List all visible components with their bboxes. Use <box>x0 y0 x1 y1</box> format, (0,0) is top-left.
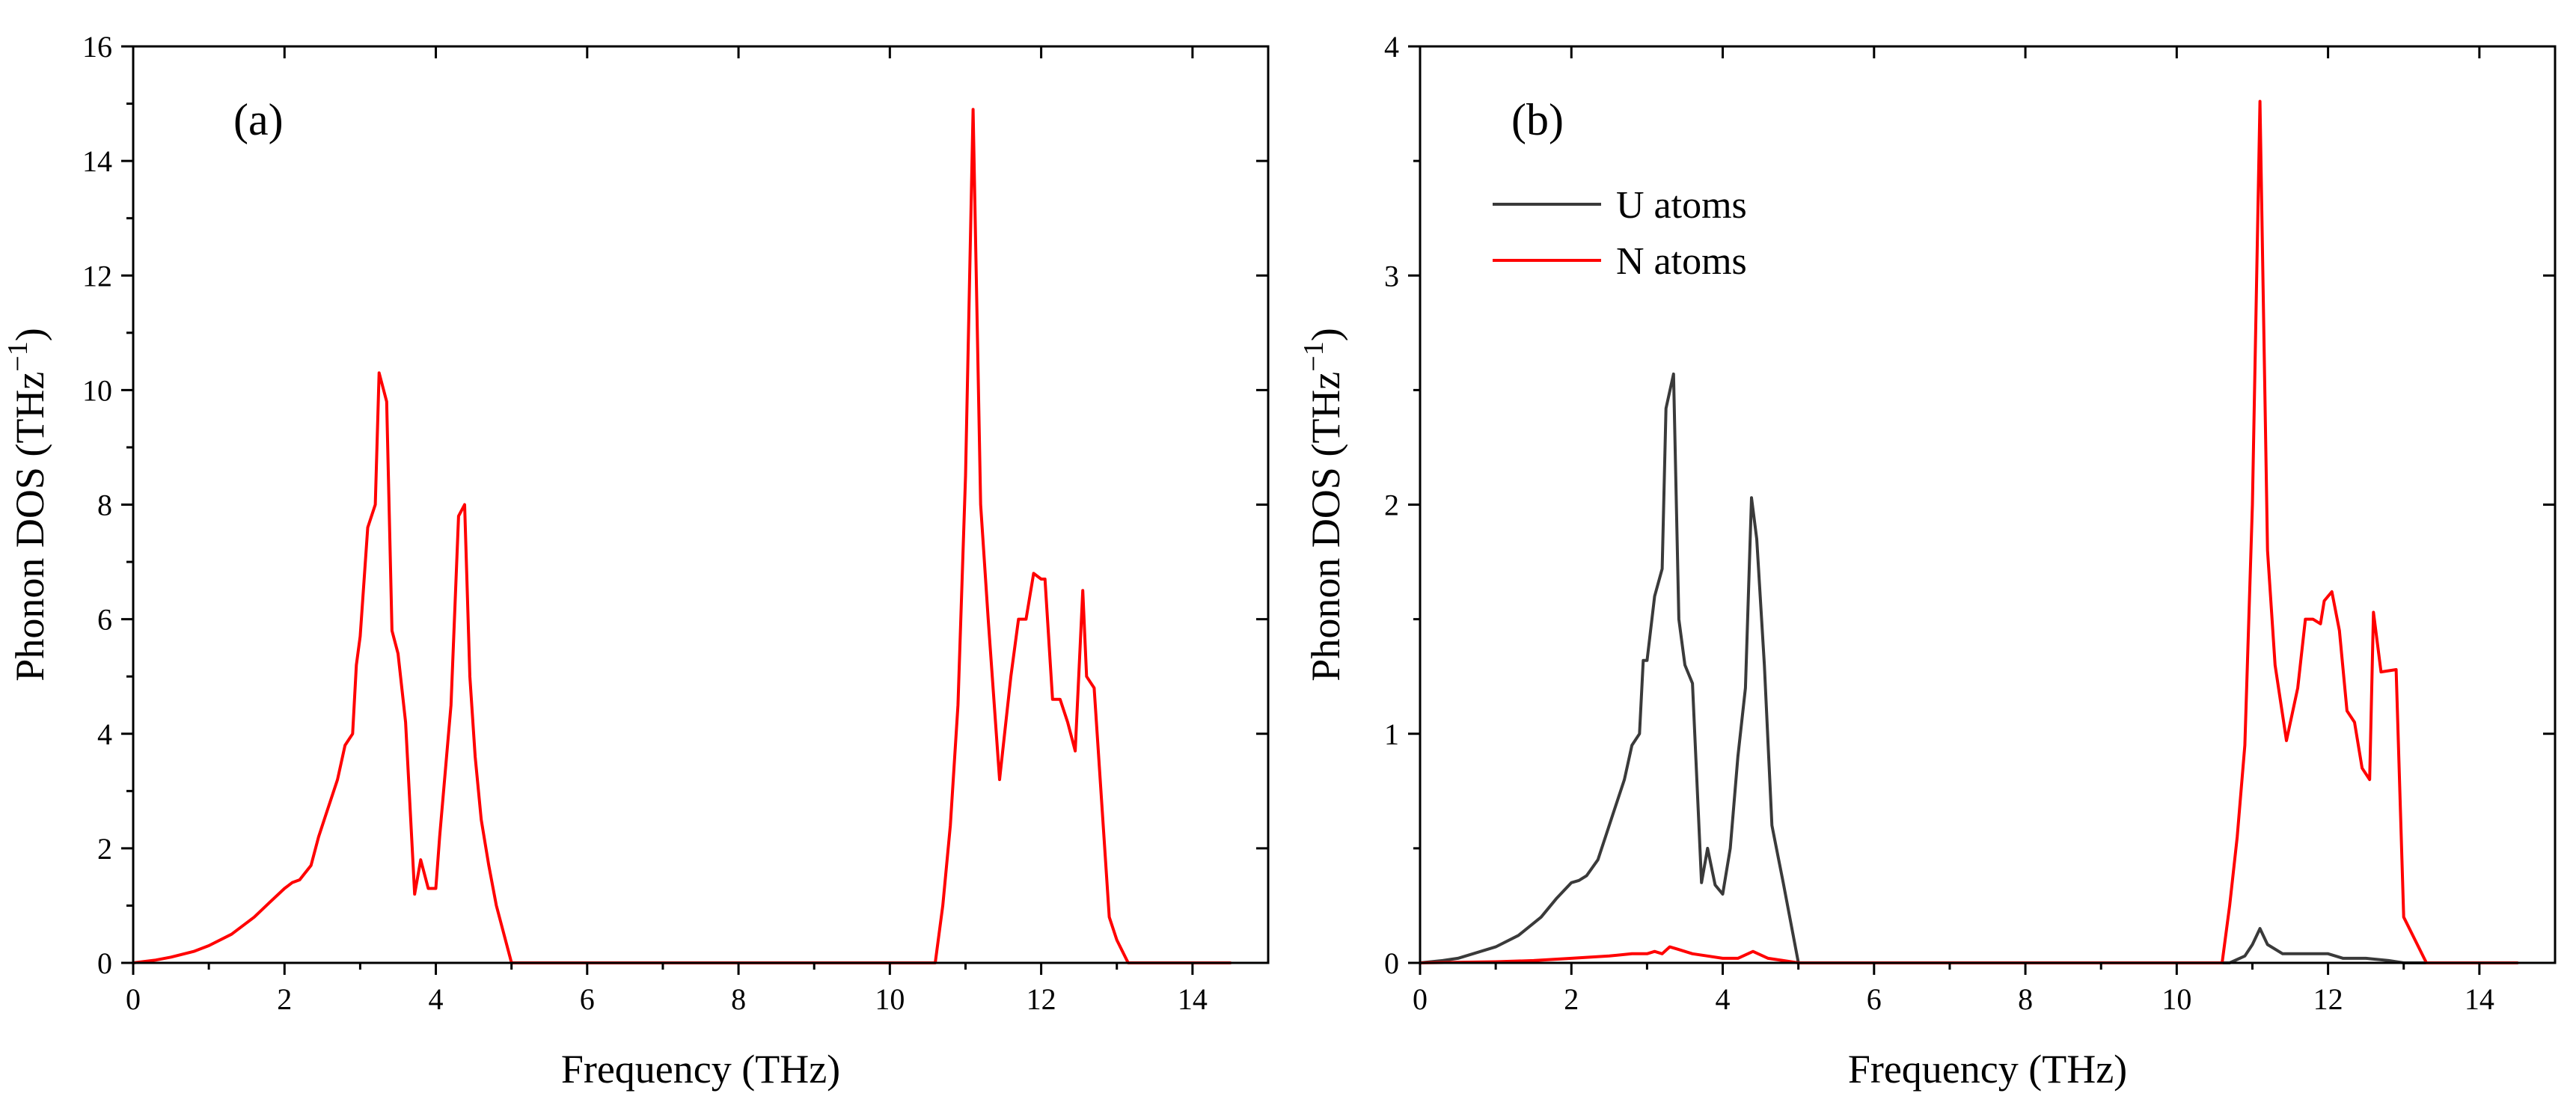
x-tick-label: 0 <box>126 982 141 1016</box>
x-tick-label: 10 <box>875 982 905 1016</box>
x-tick-label: 8 <box>731 982 746 1016</box>
y-tick-label: 12 <box>82 259 112 293</box>
x-tick-label: 12 <box>2313 982 2343 1016</box>
y-tick-label: 4 <box>1384 30 1399 64</box>
y-axis-title-superscript: −1 <box>1298 341 1330 371</box>
plot-frame <box>132 45 1270 964</box>
y-tick-label: 4 <box>97 717 112 751</box>
series-line-n-atoms <box>1419 100 2519 964</box>
y-axis-title: Phonon DOS (THz−1) <box>2 328 52 681</box>
x-tick-label: 6 <box>580 982 595 1016</box>
y-tick-label: 14 <box>82 144 112 178</box>
x-tick-label: 4 <box>429 982 444 1016</box>
panel-label: (b) <box>1511 95 1564 144</box>
x-axis-title: Frequency (THz) <box>561 1047 840 1092</box>
y-tick-label: 2 <box>1384 489 1399 522</box>
x-tick-label: 2 <box>277 982 292 1016</box>
y-axis-title-close: ) <box>1303 328 1348 341</box>
x-tick-label: 0 <box>1413 982 1428 1016</box>
y-axis-title-close: ) <box>7 328 52 341</box>
y-tick-label: 16 <box>82 30 112 64</box>
y-axis-title-superscript: −1 <box>2 341 34 371</box>
y-tick-label: 8 <box>97 489 112 522</box>
x-tick-label: 10 <box>2162 982 2191 1016</box>
y-tick-label: 1 <box>1384 717 1399 751</box>
panel-a-chart: 0 2 4 6 8 10 12 14 0 2 4 6 8 10 12 14 16 Frequency (THz) P… <box>2 30 1270 1092</box>
y-tick-label: 0 <box>97 946 112 980</box>
y-tick-label: 3 <box>1384 259 1399 293</box>
panel-label: (a) <box>233 95 284 144</box>
y-tick-label: 2 <box>97 832 112 866</box>
x-tick-label: 2 <box>1564 982 1579 1016</box>
x-tick-label: 12 <box>1027 982 1056 1016</box>
plot-frame <box>1419 45 2557 964</box>
y-axis-title-main: Phonon DOS (THz <box>1303 372 1348 682</box>
x-tick-label: 4 <box>1716 982 1731 1016</box>
x-tick-label: 14 <box>1178 982 1208 1016</box>
legend-label: N atoms <box>1616 240 1747 283</box>
y-tick-label: 6 <box>97 603 112 637</box>
y-tick-label: 0 <box>1384 946 1399 980</box>
series-line-u-atoms <box>1419 372 2519 964</box>
x-tick-label: 14 <box>2465 982 2494 1016</box>
x-tick-label: 8 <box>2018 982 2033 1016</box>
legend-label: U atoms <box>1616 184 1747 227</box>
y-tick-label: 10 <box>82 373 112 407</box>
x-tick-label: 6 <box>1867 982 1882 1016</box>
series-line-total <box>132 108 1232 964</box>
x-axis-title: Frequency (THz) <box>1848 1047 2127 1092</box>
y-axis-title: Phonon DOS (THz−1) <box>1298 328 1348 681</box>
y-axis-title-main: Phonon DOS (THz <box>7 372 52 682</box>
